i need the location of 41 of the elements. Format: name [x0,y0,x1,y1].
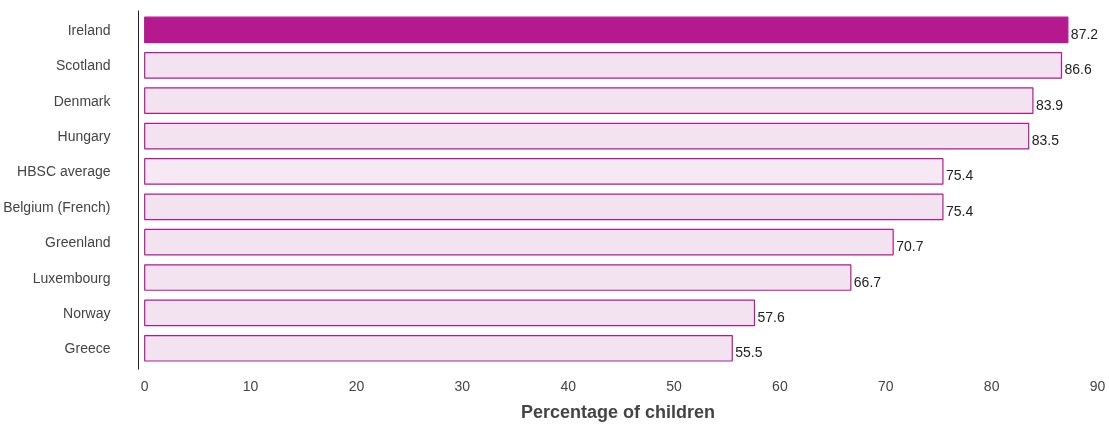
x-tick-label: 30 [454,377,471,394]
bar [144,193,944,221]
bar [144,228,894,256]
x-axis-title: Percentage of children [520,401,716,422]
y-tick-label: Belgium (French) [3,198,111,215]
x-tick-label: 0 [140,377,149,394]
data-label: 70.7 [896,238,924,255]
data-label: 66.7 [853,273,882,290]
y-tick-label: Ireland [67,21,111,38]
data-label: 83.9 [1035,96,1064,113]
x-tick-label: 50 [666,377,683,394]
x-tick-label: 20 [348,377,365,394]
bar [144,334,733,362]
bar [144,122,1030,150]
x-tick-label: 70 [877,377,894,394]
bar [144,264,852,291]
bar [144,158,944,185]
data-label: 86.6 [1064,61,1092,78]
bar [144,299,756,327]
bar [144,87,1034,115]
y-tick-label: Greenland [45,234,111,251]
y-tick-label: Scotland [56,57,111,74]
data-label: 83.5 [1031,132,1060,149]
data-label: 57.6 [757,308,785,325]
y-tick-label: Norway [63,304,111,321]
data-label: 75.4 [945,167,974,184]
bar [144,16,1069,44]
data-label: 55.5 [735,344,763,361]
x-tick-label: 90 [1089,377,1106,394]
x-tick-label: 60 [772,377,788,394]
y-tick-label: HBSC average [17,163,111,180]
x-tick-label: 40 [560,377,577,394]
y-tick-label: Luxembourg [32,269,111,286]
y-tick-label: Greece [64,340,111,357]
bar [144,51,1063,79]
data-label: 75.4 [945,202,974,219]
y-tick-label: Hungary [57,128,111,145]
x-tick-label: 10 [242,377,259,394]
x-tick-label: 80 [983,377,1000,394]
y-tick-label: Denmark [53,92,112,109]
data-label: 87.2 [1070,25,1099,42]
